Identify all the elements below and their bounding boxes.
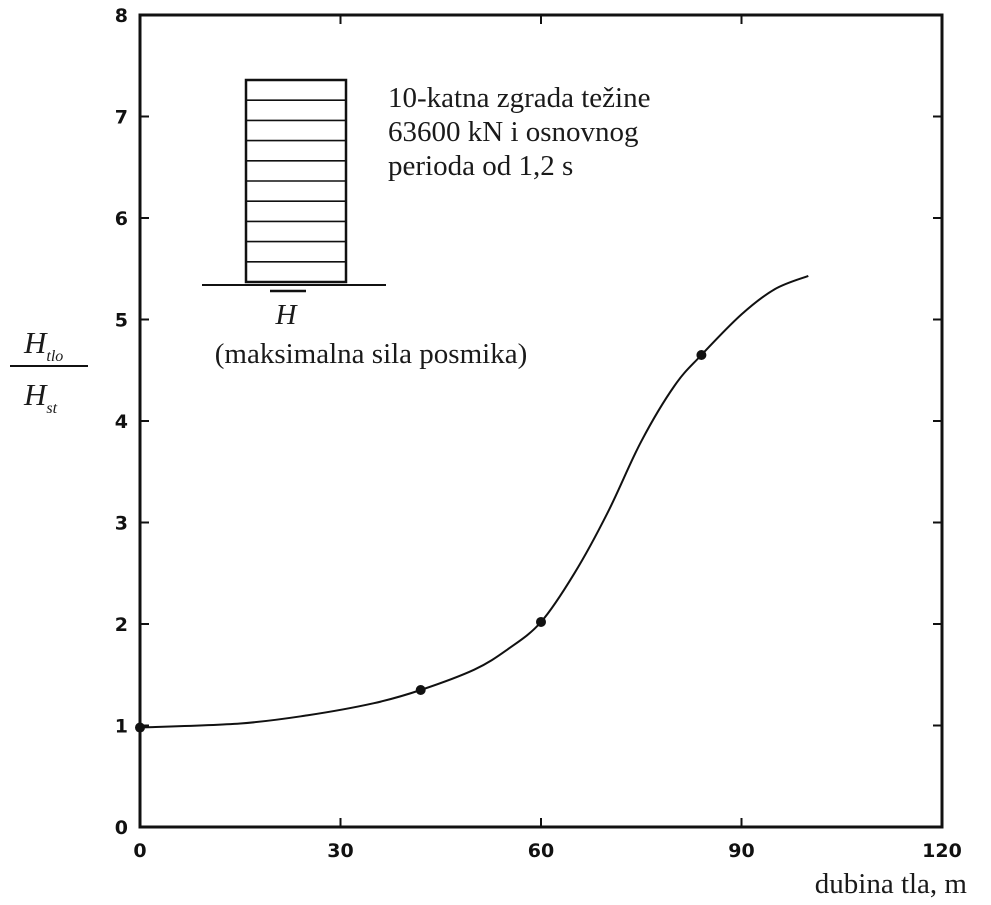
- y-tick-label: 1: [115, 716, 128, 738]
- x-tick-label: 30: [327, 840, 353, 862]
- data-point: [135, 722, 145, 733]
- x-tick-label: 120: [922, 840, 962, 862]
- x-tick-labels: 0 30 60 90 120: [133, 840, 961, 862]
- y-label-numerator: Htlo: [23, 325, 63, 365]
- building-sketch: H (maksimalna sila posmika): [202, 78, 528, 370]
- data-point: [696, 350, 707, 361]
- annotation-line-2: 63600 kN i osnovnog: [388, 116, 639, 148]
- y-tick-label: 5: [115, 310, 128, 332]
- x-tick-label: 60: [528, 840, 554, 862]
- y-tick-label: 0: [115, 817, 128, 839]
- building-floors: [246, 99, 346, 263]
- x-tick-label: 90: [728, 840, 754, 862]
- y-tick-label: 6: [115, 208, 128, 230]
- y-label-denominator-sub: st: [46, 400, 57, 417]
- y-label-denominator: Hst: [23, 377, 58, 417]
- y-tick-labels: 0 1 2 3 4 5 6 7 8: [115, 5, 128, 839]
- y-tick-label: 4: [115, 411, 128, 433]
- force-symbol: H: [275, 299, 299, 331]
- data-markers: [135, 350, 707, 733]
- force-caption: (maksimalna sila posmika): [215, 338, 528, 370]
- data-point: [536, 616, 546, 627]
- x-tick-label: 0: [133, 840, 146, 862]
- y-tick-label: 3: [115, 513, 128, 535]
- x-axis-label: dubina tla, m: [815, 868, 968, 900]
- annotation-line-1: 10-katna zgrada težine: [388, 82, 650, 114]
- annotation-text: 10-katna zgrada težine 63600 kN i osnovn…: [388, 82, 650, 182]
- y-label-numerator-sub: tlo: [46, 348, 63, 365]
- y-axis-label: Htlo Hst: [10, 325, 88, 417]
- data-point: [415, 684, 426, 695]
- annotation-line-3: perioda od 1,2 s: [388, 150, 573, 182]
- y-tick-label: 7: [115, 107, 128, 129]
- y-tick-label: 2: [115, 614, 128, 636]
- data-curve: [139, 274, 809, 729]
- y-tick-label: 8: [115, 5, 128, 27]
